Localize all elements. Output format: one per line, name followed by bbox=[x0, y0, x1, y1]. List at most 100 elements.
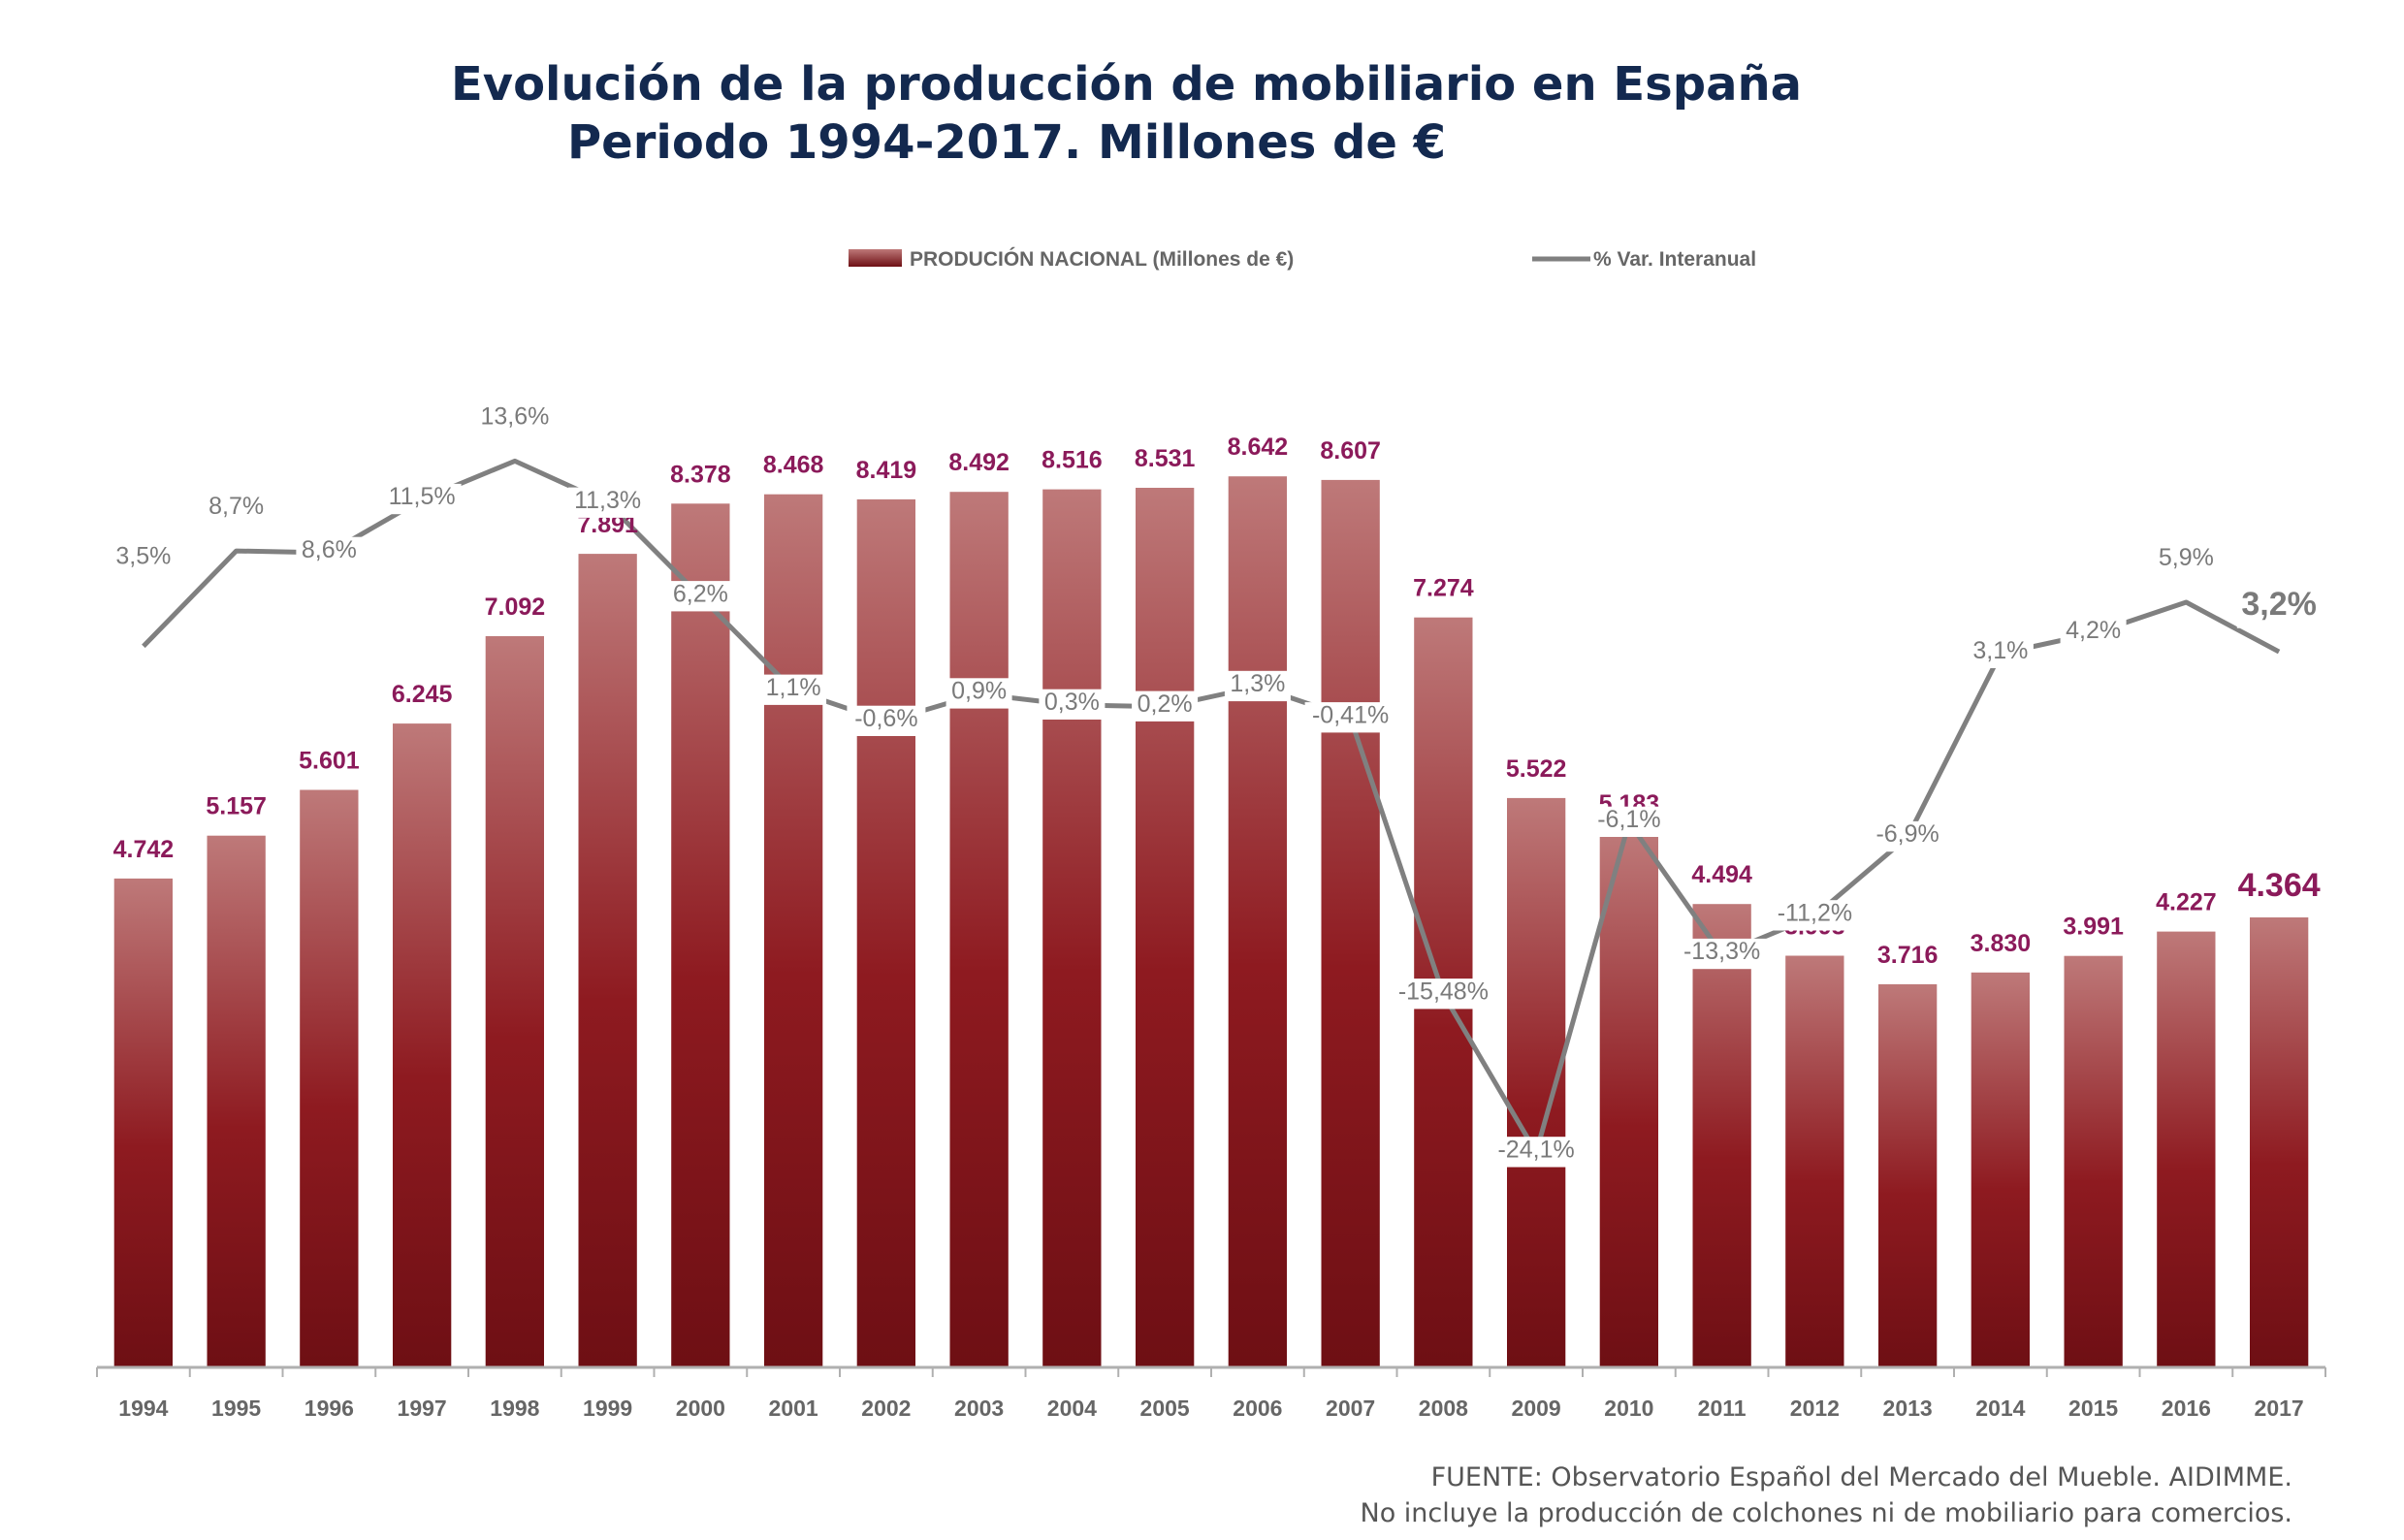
line-label-bg-2017 bbox=[2236, 587, 2322, 628]
bar-2017 bbox=[2250, 917, 2309, 1367]
line-label-bg-1997 bbox=[382, 483, 462, 515]
x-tick-label-2003: 2003 bbox=[954, 1396, 1004, 1421]
bar-value-label-2001: 8.468 bbox=[763, 452, 824, 479]
bar-2012 bbox=[1785, 955, 1844, 1367]
bar-value-label-1995: 5.157 bbox=[206, 793, 267, 820]
bar-2005 bbox=[1136, 488, 1195, 1367]
line-value-labels: 3,5% 8,7% 8,6% 11,5% 13,6% 11,3% 6,2% 1,1% -0,6%… bbox=[110, 402, 2322, 1168]
line-value-label-1994: 3,5% bbox=[115, 542, 171, 569]
x-tick-label-2009: 2009 bbox=[1512, 1396, 1561, 1421]
line-label-bg-2007 bbox=[1304, 702, 1396, 733]
x-tick-label-2000: 2000 bbox=[676, 1396, 725, 1421]
chart-title-line-2: Periodo 1994-2017. Millones de € bbox=[567, 115, 1447, 170]
x-tick-label-2013: 2013 bbox=[1883, 1396, 1933, 1421]
x-tick-label-2010: 2010 bbox=[1604, 1396, 1653, 1421]
bar-2011 bbox=[1692, 904, 1751, 1367]
line-label-bg-2013 bbox=[1868, 820, 1947, 852]
line-label-bg-2000 bbox=[667, 581, 734, 612]
bar-value-label-1996: 5.601 bbox=[299, 748, 360, 775]
bar-value-label-2003: 8.492 bbox=[948, 449, 1010, 476]
bar-1995 bbox=[207, 835, 266, 1367]
line-value-label-2000: 6,2% bbox=[673, 580, 728, 607]
x-tick-label-1996: 1996 bbox=[305, 1396, 354, 1421]
line-value-label-2014: 3,1% bbox=[1972, 637, 2028, 664]
x-tick-label-1994: 1994 bbox=[118, 1396, 168, 1421]
line-value-label-1998: 13,6% bbox=[480, 402, 549, 430]
x-tick-label-2012: 2012 bbox=[1790, 1396, 1840, 1421]
bar-1996 bbox=[300, 789, 359, 1367]
bar-value-label-2014: 3.830 bbox=[1971, 930, 2032, 957]
line-value-label-1996: 8,6% bbox=[302, 536, 357, 563]
line-value-label-2017: 3,2% bbox=[2241, 586, 2317, 623]
line-value-label-2005: 0,2% bbox=[1138, 690, 1193, 718]
line-series bbox=[142, 458, 2281, 1155]
bar-value-label-2008: 7.274 bbox=[1413, 575, 1474, 602]
x-tick-label-2017: 2017 bbox=[2255, 1396, 2304, 1421]
line-value-label-2009: -24,1% bbox=[1497, 1136, 1574, 1163]
line-label-bg-2001 bbox=[760, 674, 827, 705]
bar-value-label-2000: 8.378 bbox=[670, 461, 731, 488]
bar-series bbox=[113, 476, 2309, 1368]
bar-2002 bbox=[856, 498, 915, 1367]
bar-value-label-2011: 4.494 bbox=[1691, 861, 1752, 888]
bar-1998 bbox=[485, 636, 544, 1367]
line-value-label-2004: 0,3% bbox=[1044, 689, 1100, 716]
x-tick-label-1998: 1998 bbox=[490, 1396, 539, 1421]
source-note-2: No incluye la producción de colchones ni… bbox=[1360, 1498, 2293, 1528]
bar-1999 bbox=[578, 554, 637, 1367]
line-label-bg-2016 bbox=[2153, 544, 2220, 576]
source-note-1: FUENTE: Observatorio Español del Mercado… bbox=[1430, 1462, 2292, 1492]
line-path bbox=[142, 458, 2281, 1155]
bar-2013 bbox=[1878, 983, 1938, 1367]
line-label-bg-1994 bbox=[110, 543, 176, 574]
line-label-bg-1995 bbox=[203, 493, 270, 525]
line-label-bg-1999 bbox=[568, 487, 648, 518]
bar-value-label-2004: 8.516 bbox=[1042, 447, 1103, 474]
bar-2007 bbox=[1321, 479, 1380, 1367]
x-tick-label-1999: 1999 bbox=[583, 1396, 632, 1421]
line-value-label-2011: -13,3% bbox=[1683, 938, 1760, 965]
line-value-label-2003: 0,9% bbox=[951, 678, 1007, 705]
line-value-label-2007: -0,41% bbox=[1312, 701, 1389, 728]
bar-2014 bbox=[1971, 972, 2030, 1367]
bar-2001 bbox=[764, 494, 823, 1367]
bar-value-label-1998: 7.092 bbox=[485, 594, 546, 621]
line-label-bg-2005 bbox=[1132, 690, 1199, 722]
line-value-label-2006: 1,3% bbox=[1230, 670, 1285, 697]
line-label-bg-2015 bbox=[2060, 617, 2127, 649]
bar-1994 bbox=[113, 878, 173, 1367]
line-value-label-2012: -11,2% bbox=[1778, 899, 1852, 926]
x-tick-label-2002: 2002 bbox=[861, 1396, 911, 1421]
line-value-label-2002: -0,6% bbox=[854, 705, 917, 732]
bar-2006 bbox=[1228, 476, 1287, 1367]
line-value-label-1999: 11,3% bbox=[574, 487, 641, 514]
bar-value-label-2007: 8.607 bbox=[1320, 437, 1381, 465]
line-label-bg-2009 bbox=[1490, 1137, 1583, 1168]
line-value-label-2013: -6,9% bbox=[1875, 820, 1939, 848]
x-tick-label-2014: 2014 bbox=[1975, 1396, 2025, 1421]
line-value-label-1997: 11,5% bbox=[389, 483, 456, 510]
legend-bar-swatch bbox=[849, 249, 902, 267]
bar-value-label-1997: 6.245 bbox=[392, 681, 453, 708]
line-label-bg-2002 bbox=[847, 705, 926, 736]
x-tick-label-2006: 2006 bbox=[1233, 1396, 1282, 1421]
line-label-bg-1998 bbox=[475, 403, 555, 434]
bar-value-label-2017: 4.364 bbox=[2238, 867, 2321, 904]
x-axis: 1994 1995 1996 1997 1998 1999 2000 2001 2002 2003… bbox=[96, 1365, 2326, 1421]
line-value-label-1995: 8,7% bbox=[208, 493, 264, 520]
bar-2000 bbox=[671, 503, 730, 1367]
legend-line-label: % Var. Interanual bbox=[1593, 248, 1756, 271]
x-tick-label-1997: 1997 bbox=[398, 1396, 447, 1421]
chart-title-line-1: Evolución de la producción de mobiliario… bbox=[451, 57, 1803, 112]
bar-value-label-2013: 3.716 bbox=[1877, 942, 1939, 969]
bar-2004 bbox=[1042, 489, 1102, 1368]
x-tick-label-2005: 2005 bbox=[1140, 1396, 1190, 1421]
line-value-label-2001: 1,1% bbox=[766, 674, 821, 701]
bar-value-label-2016: 4.227 bbox=[2156, 889, 2217, 916]
bar-2015 bbox=[2064, 955, 2123, 1367]
bar-2003 bbox=[949, 492, 1009, 1367]
line-value-label-2010: -6,1% bbox=[1597, 806, 1660, 833]
x-tick-label-2016: 2016 bbox=[2162, 1396, 2211, 1421]
